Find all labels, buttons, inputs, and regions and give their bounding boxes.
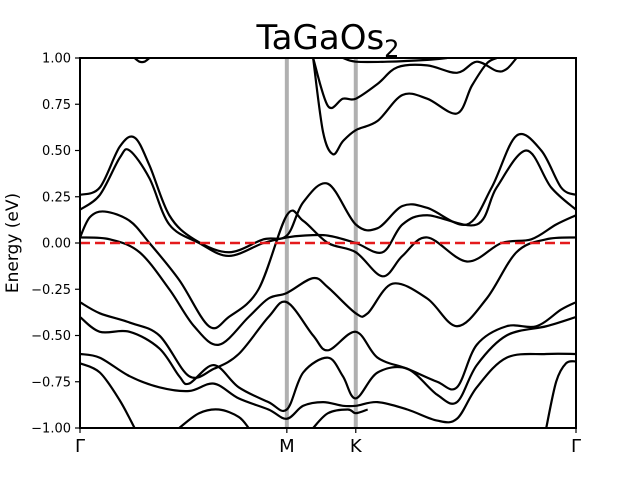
x-tick-label: Γ	[571, 436, 581, 457]
x-tick-label: M	[279, 436, 295, 457]
y-tick-label: −0.25	[31, 283, 71, 298]
y-axis-label: Energy (eV)	[3, 193, 23, 293]
chart-title: TaGaOs2	[256, 18, 400, 63]
y-tick-label: 0.75	[42, 98, 71, 113]
y-tick-label: 0.25	[42, 190, 71, 205]
y-tick-label: 0.00	[42, 237, 71, 252]
x-tick-label: Γ	[75, 436, 85, 457]
band-line	[312, 58, 498, 156]
band-line	[80, 133, 576, 254]
band-line	[80, 236, 576, 346]
y-tick-label: 0.50	[42, 144, 71, 159]
band-line	[133, 58, 151, 64]
y-axis: 1.00 0.75 0.50 0.25 0.00 −0.25 −0.50 −0.75 −1.00	[31, 52, 80, 437]
y-tick-label: 1.00	[42, 52, 71, 67]
band-line	[80, 148, 576, 258]
band-line	[80, 300, 576, 391]
band-line	[342, 58, 448, 64]
title-subscript: 2	[384, 35, 399, 63]
y-tick-label: −0.50	[31, 329, 71, 344]
band-line	[80, 352, 576, 424]
band-line	[80, 315, 576, 413]
band-line	[312, 408, 369, 428]
y-tick-label: −1.00	[31, 422, 71, 437]
band-line	[80, 362, 136, 428]
title-main: TaGaOs	[256, 18, 385, 58]
band-line	[545, 360, 576, 428]
band-lines	[80, 58, 576, 428]
x-tick-label: K	[350, 436, 363, 457]
band-line	[80, 209, 576, 330]
band-line	[178, 408, 250, 428]
band-line	[312, 58, 518, 110]
y-tick-label: −0.75	[31, 375, 71, 390]
